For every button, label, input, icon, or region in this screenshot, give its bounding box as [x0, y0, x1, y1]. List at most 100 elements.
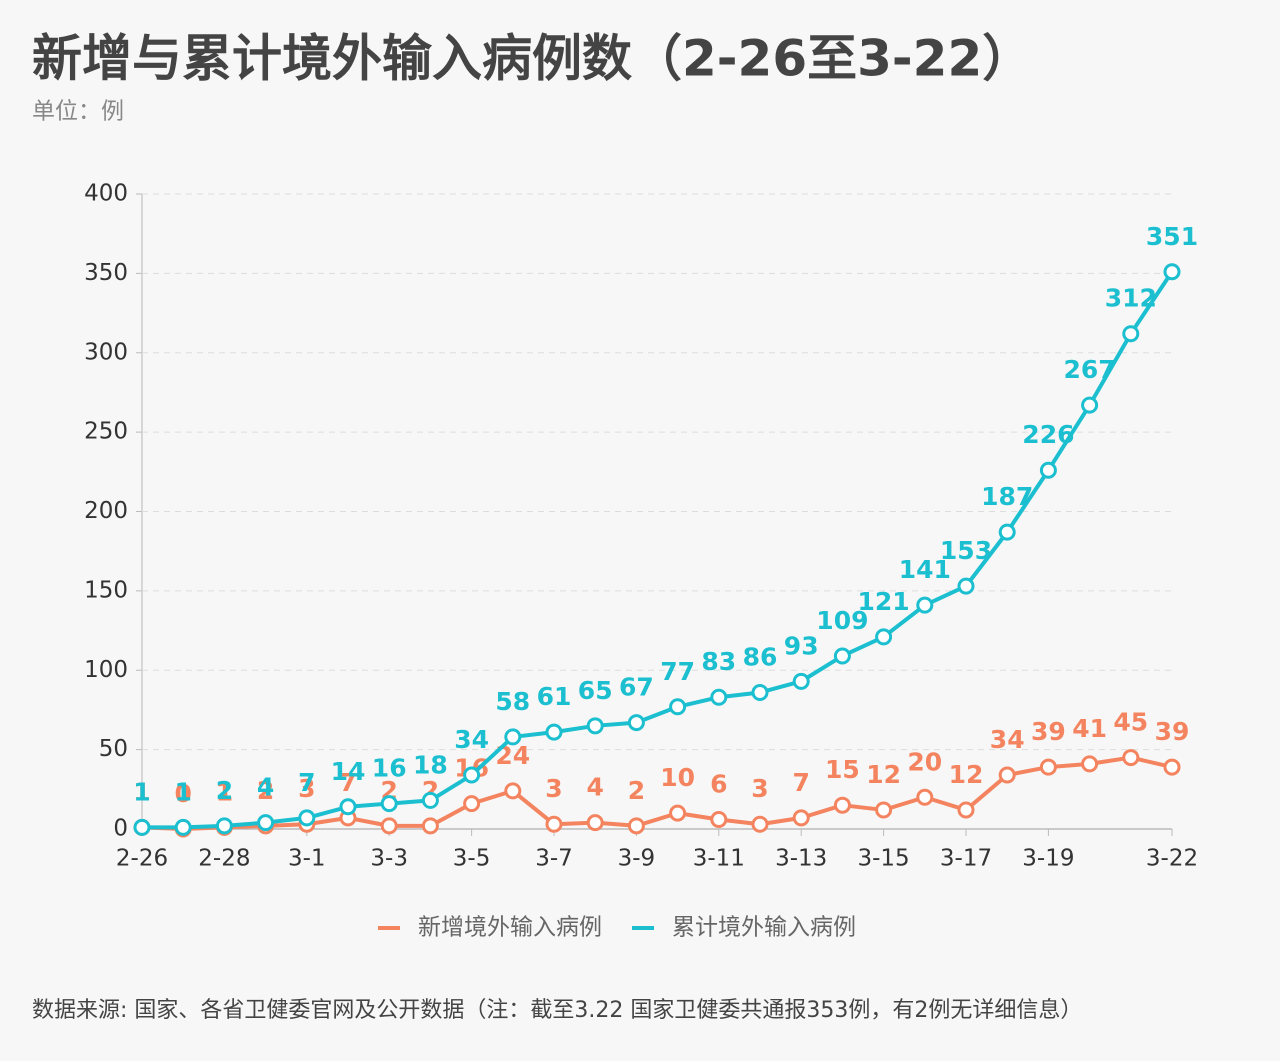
data-label: 1: [133, 777, 150, 806]
data-point: [710, 688, 728, 706]
data-point: [1039, 758, 1057, 776]
data-label: 12: [949, 760, 984, 789]
data-point: [463, 795, 481, 813]
legend-label: 累计境外输入病例: [672, 915, 856, 941]
data-label: 3: [545, 774, 562, 803]
data-label: 2: [628, 776, 645, 805]
data-point: [1163, 263, 1181, 281]
data-point: [215, 817, 233, 835]
x-tick-label: 3-5: [453, 846, 491, 872]
x-tick-label: 3-15: [857, 846, 909, 872]
data-label: 267: [1064, 355, 1116, 384]
data-point: [421, 791, 439, 809]
data-label: 65: [578, 676, 613, 705]
data-point: [545, 723, 563, 741]
data-point: [1081, 755, 1099, 773]
data-point: [586, 717, 604, 735]
y-tick-label: 400: [84, 181, 128, 207]
chart-subtitle: 单位：例: [32, 99, 124, 125]
data-point: [916, 596, 934, 614]
data-label: 4: [586, 773, 603, 802]
data-label: 109: [816, 606, 868, 635]
data-point: [1039, 461, 1057, 479]
data-point: [463, 766, 481, 784]
data-label: 61: [537, 682, 572, 711]
data-point: [339, 798, 357, 816]
x-tick-label: 3-7: [535, 846, 573, 872]
data-label: 16: [372, 754, 407, 783]
data-label: 41: [1072, 714, 1107, 743]
data-label: 45: [1113, 708, 1148, 737]
data-point: [380, 795, 398, 813]
data-point: [669, 804, 687, 822]
data-point: [710, 810, 728, 828]
data-label: 14: [331, 757, 366, 786]
x-tick-label: 3-17: [940, 846, 992, 872]
data-label: 93: [784, 631, 819, 660]
y-tick-label: 250: [84, 419, 128, 445]
y-tick-label: 300: [84, 339, 128, 365]
data-point: [545, 815, 563, 833]
data-point: [875, 801, 893, 819]
data-point: [504, 728, 522, 746]
data-label: 4: [257, 773, 274, 802]
x-tick-label: 3-22: [1146, 846, 1198, 872]
data-label: 39: [1155, 717, 1190, 746]
x-tick-label: 3-13: [775, 846, 827, 872]
data-point: [751, 683, 769, 701]
data-label: 12: [866, 760, 901, 789]
chart-title: 新增与累计境外输入病例数（2-26至3-22）: [32, 30, 1032, 88]
data-label: 141: [899, 555, 951, 584]
data-point: [792, 672, 810, 690]
data-point: [957, 801, 975, 819]
data-label: 67: [619, 673, 654, 702]
data-point: [1122, 325, 1140, 343]
data-label: 86: [743, 642, 778, 671]
x-tick-label: 2-26: [116, 846, 168, 872]
legend-label: 新增境外输入病例: [418, 915, 602, 941]
data-label: 2: [257, 776, 274, 805]
y-tick-label: 50: [99, 736, 128, 762]
x-tick-label: 3-1: [288, 846, 326, 872]
data-label: 121: [858, 587, 910, 616]
y-tick-label: 0: [113, 816, 128, 842]
data-point: [504, 782, 522, 800]
data-label: 7: [792, 768, 809, 797]
data-point: [792, 809, 810, 827]
data-label: 1: [133, 777, 150, 806]
source-note: 数据来源: 国家、各省卫健委官网及公开数据（注：截至3.22 国家卫健委共通报3…: [32, 998, 1082, 1023]
data-label: 20: [907, 747, 942, 776]
x-tick-label: 2-28: [198, 846, 250, 872]
data-point: [998, 523, 1016, 541]
data-label: 2: [216, 776, 233, 805]
data-point: [257, 814, 275, 832]
data-point: [833, 647, 851, 665]
data-label: 187: [981, 482, 1033, 511]
data-point: [627, 714, 645, 732]
data-label: 39: [1031, 717, 1066, 746]
data-point: [380, 817, 398, 835]
data-label: 83: [701, 647, 736, 676]
data-point: [833, 796, 851, 814]
x-tick-label: 3-11: [693, 846, 745, 872]
data-label: 226: [1022, 420, 1074, 449]
data-label: 153: [940, 536, 992, 565]
data-point: [627, 817, 645, 835]
data-label: 312: [1105, 284, 1157, 313]
data-point: [875, 628, 893, 646]
x-tick-label: 3-9: [618, 846, 656, 872]
data-label: 18: [413, 750, 448, 779]
data-label: 1: [216, 777, 233, 806]
data-point: [669, 698, 687, 716]
data-point: [1163, 758, 1181, 776]
data-label: 3: [298, 774, 315, 803]
data-label: 10: [660, 763, 695, 792]
y-tick-label: 150: [84, 577, 128, 603]
data-label: 77: [660, 657, 695, 686]
y-tick-label: 200: [84, 498, 128, 524]
data-point: [751, 815, 769, 833]
data-label: 3: [751, 774, 768, 803]
data-point: [421, 817, 439, 835]
data-label: 58: [495, 687, 530, 716]
data-point: [298, 809, 316, 827]
